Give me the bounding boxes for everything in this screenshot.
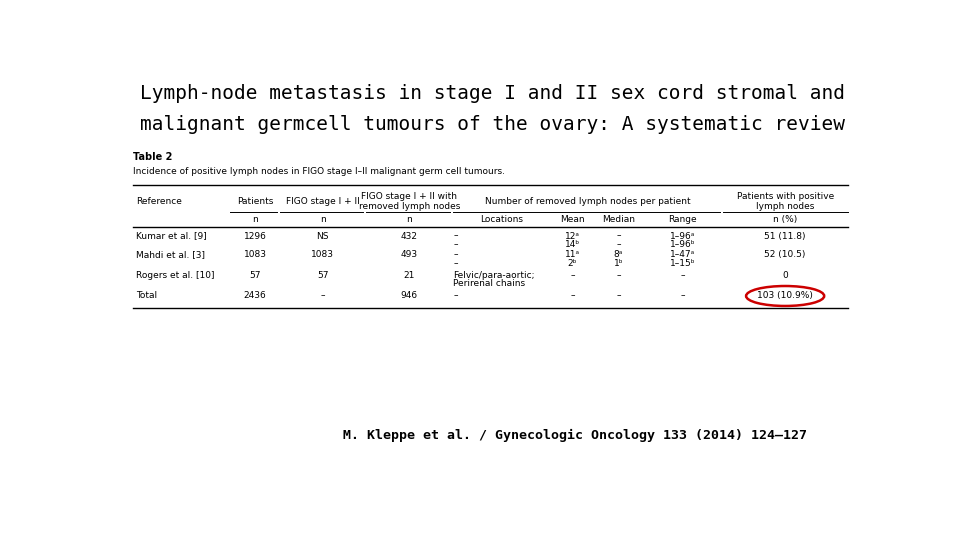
Text: 1083: 1083	[244, 251, 267, 259]
Text: Mean: Mean	[560, 215, 585, 224]
Text: Reference: Reference	[136, 197, 182, 206]
Text: 57: 57	[250, 271, 261, 280]
Text: Perirenal chains: Perirenal chains	[453, 279, 525, 288]
Text: 493: 493	[401, 251, 418, 259]
Text: Patients: Patients	[237, 197, 274, 206]
Text: –: –	[616, 232, 621, 241]
Text: 1–47ᵃ: 1–47ᵃ	[670, 251, 695, 259]
Text: 21: 21	[404, 271, 415, 280]
Text: removed lymph nodes: removed lymph nodes	[359, 201, 460, 211]
Text: 11ᵃ: 11ᵃ	[564, 251, 580, 259]
Text: n: n	[406, 215, 412, 224]
Text: Median: Median	[602, 215, 635, 224]
Text: Range: Range	[668, 215, 697, 224]
Text: 103 (10.9%): 103 (10.9%)	[757, 292, 813, 300]
Text: 52 (10.5): 52 (10.5)	[764, 251, 805, 259]
Text: Locations: Locations	[480, 215, 523, 224]
Text: 0: 0	[782, 271, 788, 280]
Text: Rogers et al. [10]: Rogers et al. [10]	[136, 271, 215, 280]
Text: –: –	[453, 251, 458, 259]
Text: Kumar et al. [9]: Kumar et al. [9]	[136, 232, 207, 241]
Text: –: –	[681, 292, 684, 300]
Text: Number of removed lymph nodes per patient: Number of removed lymph nodes per patien…	[485, 197, 691, 206]
Text: Lymph-node metastasis in stage I and II sex cord stromal and: Lymph-node metastasis in stage I and II …	[139, 84, 845, 103]
Text: 1296: 1296	[244, 232, 267, 241]
Text: 946: 946	[401, 292, 418, 300]
Text: Felvic/para-aortic;: Felvic/para-aortic;	[453, 271, 535, 280]
Text: –: –	[453, 232, 458, 241]
Text: 1083: 1083	[311, 251, 334, 259]
Text: n: n	[320, 215, 325, 224]
Text: n: n	[252, 215, 258, 224]
Text: –: –	[570, 292, 575, 300]
Text: NS: NS	[317, 232, 329, 241]
Text: 1ᵇ: 1ᵇ	[613, 259, 623, 268]
Text: –: –	[616, 271, 621, 280]
Text: –: –	[453, 259, 458, 268]
Text: 8ᵃ: 8ᵃ	[613, 251, 623, 259]
Text: Total: Total	[136, 292, 157, 300]
Text: –: –	[616, 292, 621, 300]
Text: 1–96ᵃ: 1–96ᵃ	[670, 232, 695, 241]
Text: malignant germcell tumours of the ovary: A systematic review: malignant germcell tumours of the ovary:…	[139, 114, 845, 134]
Text: 2ᵇ: 2ᵇ	[567, 259, 577, 268]
Text: Patients with positive: Patients with positive	[736, 192, 834, 201]
Text: n (%): n (%)	[773, 215, 797, 224]
Text: –: –	[453, 240, 458, 249]
Text: lymph nodes: lymph nodes	[756, 201, 814, 211]
Text: –: –	[681, 271, 684, 280]
Text: 432: 432	[401, 232, 418, 241]
Text: –: –	[570, 271, 575, 280]
Text: 51 (11.8): 51 (11.8)	[764, 232, 805, 241]
Text: 12ᵃ: 12ᵃ	[564, 232, 580, 241]
Text: M. Kleppe et al. / Gynecologic Oncology 133 (2014) 124–127: M. Kleppe et al. / Gynecologic Oncology …	[344, 429, 807, 442]
Text: 1–15ᵇ: 1–15ᵇ	[670, 259, 695, 268]
Text: Incidence of positive lymph nodes in FIGO stage I–II malignant germ cell tumours: Incidence of positive lymph nodes in FIG…	[133, 167, 505, 176]
Text: 14ᵇ: 14ᵇ	[564, 240, 580, 249]
Text: FIGO stage I + II: FIGO stage I + II	[286, 197, 360, 206]
Text: –: –	[453, 292, 458, 300]
Text: FIGO stage I + II with: FIGO stage I + II with	[361, 192, 457, 201]
Text: 57: 57	[317, 271, 328, 280]
Text: Mahdi et al. [3]: Mahdi et al. [3]	[136, 251, 205, 259]
Text: Table 2: Table 2	[133, 152, 173, 162]
Text: –: –	[321, 292, 325, 300]
Text: 2436: 2436	[244, 292, 267, 300]
Text: 1–96ᵇ: 1–96ᵇ	[670, 240, 695, 249]
Text: –: –	[616, 240, 621, 249]
